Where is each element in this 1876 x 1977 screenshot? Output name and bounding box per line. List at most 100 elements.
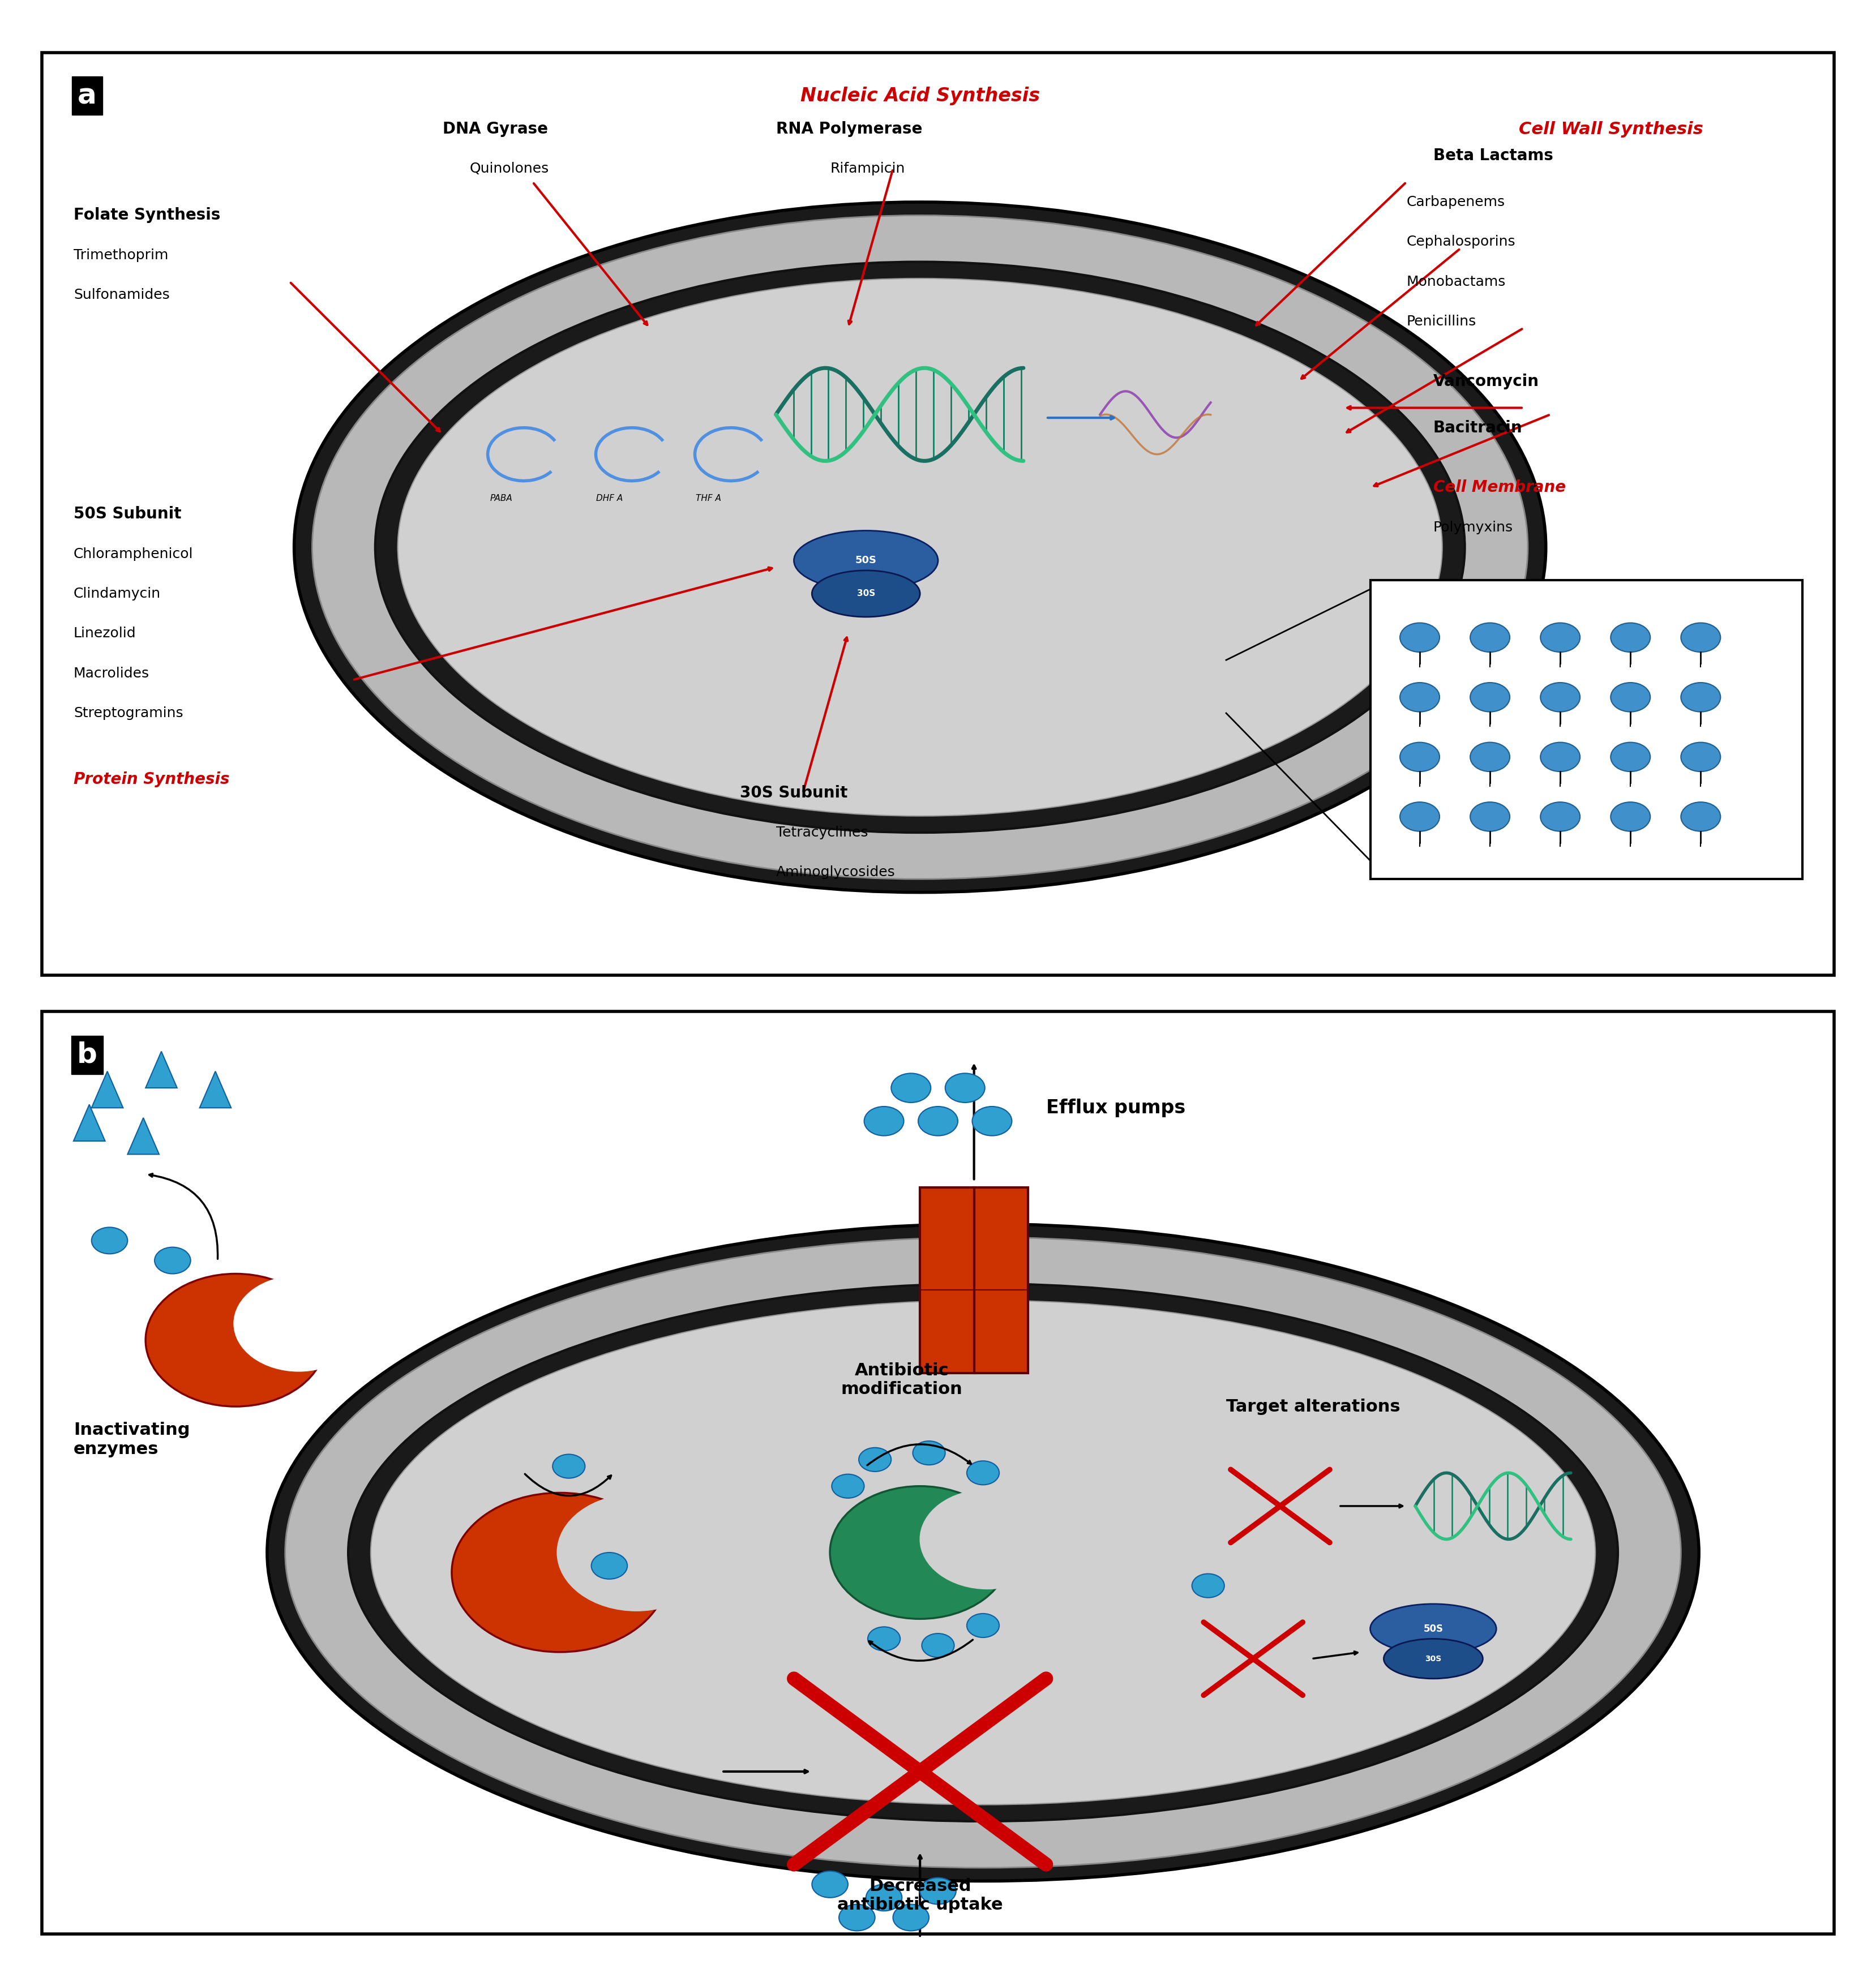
Text: Trimethoprim: Trimethoprim	[73, 249, 169, 263]
Circle shape	[1399, 741, 1439, 771]
Circle shape	[452, 1493, 668, 1653]
Circle shape	[1681, 803, 1720, 830]
Circle shape	[1399, 803, 1439, 830]
Circle shape	[1681, 623, 1720, 652]
Text: Sulfonamides: Sulfonamides	[73, 289, 169, 302]
Text: Inactivating
enzymes: Inactivating enzymes	[73, 1421, 189, 1457]
Circle shape	[946, 1074, 985, 1103]
Text: Cephalosporins: Cephalosporins	[1407, 235, 1516, 249]
Circle shape	[1611, 803, 1651, 830]
Circle shape	[235, 1275, 364, 1372]
Circle shape	[865, 1107, 904, 1135]
Polygon shape	[92, 1072, 124, 1107]
Text: Carbapenems: Carbapenems	[1407, 196, 1505, 210]
Text: Vancomycin: Vancomycin	[1433, 374, 1538, 389]
Text: Linezolid: Linezolid	[73, 627, 137, 641]
Circle shape	[1399, 623, 1439, 652]
Circle shape	[867, 1884, 902, 1912]
Ellipse shape	[794, 530, 938, 591]
Text: RNA Polymerase: RNA Polymerase	[777, 121, 923, 136]
Text: Aminoglycosides: Aminoglycosides	[777, 866, 895, 880]
Circle shape	[919, 1878, 957, 1904]
Circle shape	[1540, 803, 1580, 830]
Text: 50S Subunit: 50S Subunit	[73, 506, 182, 522]
Circle shape	[1611, 682, 1651, 712]
Text: Nucleic Acid Synthesis: Nucleic Acid Synthesis	[801, 87, 1039, 105]
Text: Tetracyclines: Tetracyclines	[777, 826, 869, 840]
Text: Rifampicin: Rifampicin	[829, 162, 904, 176]
Circle shape	[1191, 1574, 1225, 1597]
Circle shape	[1540, 741, 1580, 771]
Text: PABA: PABA	[490, 494, 512, 502]
Circle shape	[1471, 623, 1510, 652]
Circle shape	[812, 1870, 848, 1898]
Circle shape	[921, 1633, 955, 1657]
Text: a: a	[77, 83, 96, 109]
Circle shape	[914, 1441, 946, 1465]
Text: Polymyxins: Polymyxins	[1433, 520, 1514, 534]
Ellipse shape	[371, 1301, 1595, 1805]
Ellipse shape	[349, 1283, 1617, 1821]
Circle shape	[92, 1228, 128, 1253]
Text: Efflux pumps: Efflux pumps	[1047, 1099, 1186, 1117]
Circle shape	[891, 1074, 930, 1103]
Text: 30S: 30S	[857, 589, 874, 597]
Circle shape	[966, 1613, 1000, 1637]
Circle shape	[1681, 741, 1720, 771]
Text: 50S: 50S	[855, 556, 876, 565]
Circle shape	[917, 1107, 959, 1135]
Text: Antibiotic
modification: Antibiotic modification	[840, 1362, 962, 1398]
Circle shape	[859, 1447, 891, 1471]
Text: Bacitracin: Bacitracin	[1433, 419, 1523, 435]
Circle shape	[839, 1904, 874, 1932]
Circle shape	[893, 1904, 929, 1932]
Circle shape	[1540, 682, 1580, 712]
Circle shape	[1540, 623, 1580, 652]
Ellipse shape	[295, 202, 1546, 892]
Polygon shape	[128, 1117, 159, 1155]
Circle shape	[1681, 682, 1720, 712]
Circle shape	[831, 1475, 865, 1499]
Ellipse shape	[398, 279, 1443, 817]
Ellipse shape	[1369, 1603, 1497, 1653]
Circle shape	[1471, 803, 1510, 830]
Text: DHF A: DHF A	[597, 494, 623, 502]
FancyBboxPatch shape	[919, 1188, 1028, 1374]
Text: Macrolides: Macrolides	[73, 666, 150, 680]
Ellipse shape	[812, 571, 919, 617]
Text: Cell Membrane: Cell Membrane	[1433, 480, 1566, 496]
Text: Chloramphenicol: Chloramphenicol	[73, 548, 193, 561]
Circle shape	[553, 1455, 585, 1479]
Text: b: b	[77, 1042, 98, 1068]
Text: Monobactams: Monobactams	[1407, 275, 1506, 289]
Text: Streptogramins: Streptogramins	[73, 706, 184, 720]
Text: Target alterations: Target alterations	[1227, 1398, 1399, 1416]
Circle shape	[1471, 741, 1510, 771]
Circle shape	[829, 1487, 1009, 1619]
Ellipse shape	[266, 1224, 1700, 1880]
Text: Beta Lactams: Beta Lactams	[1433, 148, 1553, 164]
Text: Decreased
antibiotic uptake: Decreased antibiotic uptake	[837, 1878, 1004, 1914]
Circle shape	[154, 1247, 191, 1273]
Circle shape	[1399, 682, 1439, 712]
Text: Cell Wall Synthesis: Cell Wall Synthesis	[1520, 121, 1703, 136]
Circle shape	[966, 1461, 1000, 1485]
Ellipse shape	[285, 1238, 1681, 1868]
Circle shape	[591, 1552, 627, 1580]
Circle shape	[1471, 682, 1510, 712]
Polygon shape	[146, 1052, 176, 1087]
Circle shape	[972, 1107, 1011, 1135]
Polygon shape	[199, 1072, 231, 1107]
Ellipse shape	[375, 261, 1465, 832]
Text: Clindamycin: Clindamycin	[73, 587, 161, 601]
Text: 50S: 50S	[1424, 1623, 1443, 1633]
Text: THF A: THF A	[696, 494, 720, 502]
Text: Penicillins: Penicillins	[1407, 314, 1476, 328]
Bar	[1369, 581, 1803, 880]
Circle shape	[1611, 741, 1651, 771]
Polygon shape	[73, 1105, 105, 1141]
Circle shape	[557, 1495, 715, 1611]
Ellipse shape	[311, 215, 1527, 880]
Text: Folate Synthesis: Folate Synthesis	[73, 208, 219, 223]
Text: 30S: 30S	[1426, 1655, 1441, 1663]
